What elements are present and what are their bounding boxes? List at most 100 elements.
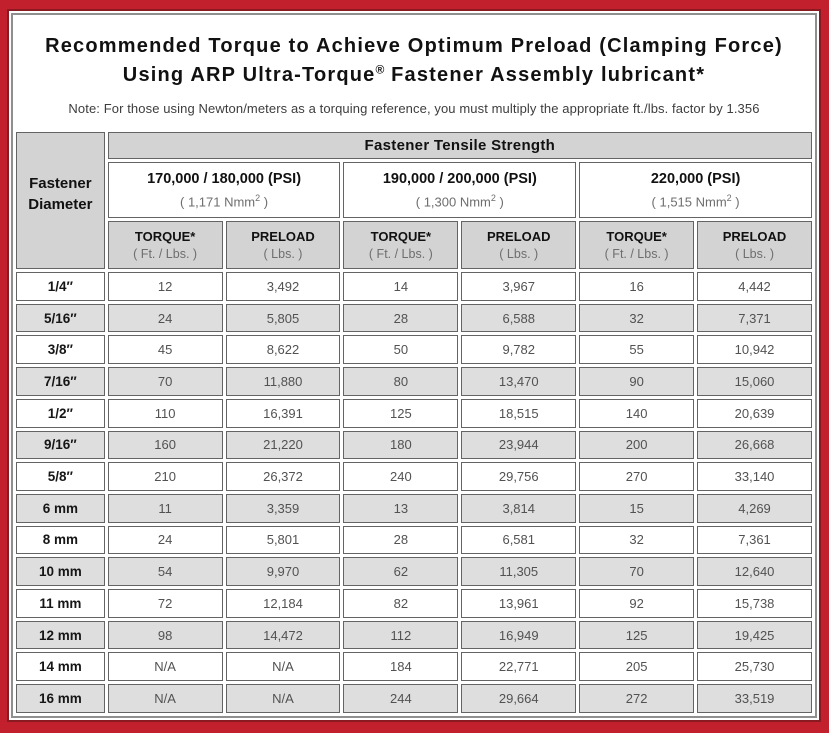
torque-value-cell: 54 [107,557,223,587]
preload-value-cell: 9,782 [461,335,577,365]
preload-value-cell: 3,359 [225,493,341,523]
torque-value-cell: 82 [343,589,459,618]
preload-value-cell: 6,588 [461,303,577,333]
torque-value-cell: 70 [579,557,695,587]
preload-value-cell: 19,425 [697,620,812,650]
diameter-cell: 5/16″ [16,303,105,333]
diameter-cell: 7/16″ [16,367,105,396]
table-row: 7/16″ 70 11,880 80 13,470 90 15,060 [16,367,812,396]
psi-group-header-row: 170,000 / 180,000 (PSI) ( 1,171 Nmm2 ) 1… [16,162,812,218]
torque-value-cell: 112 [343,620,459,650]
preload-value-cell: 3,492 [225,272,341,301]
torque-value-cell: 14 [343,272,459,301]
torque-value-cell: 270 [579,462,695,491]
torque-value-cell: 13 [343,493,459,523]
preload-value-cell: 13,961 [461,589,577,618]
diameter-cell: 9/16″ [16,430,105,460]
torque-value-cell: 32 [579,303,695,333]
torque-value-cell: 16 [579,272,695,301]
preload-value-cell: 10,942 [697,335,812,365]
preload-value-cell: 7,371 [697,303,812,333]
diameter-cell: 16 mm [16,684,105,713]
preload-value-cell: 3,967 [461,272,577,301]
torque-value-cell: 28 [343,303,459,333]
preload-value-cell: 11,880 [225,367,341,396]
page-title-line-1: Recommended Torque to Achieve Optimum Pr… [45,35,783,57]
preload-subheader-3: PRELOAD ( Lbs. ) [697,221,812,269]
preload-value-cell: 14,472 [225,620,341,650]
preload-value-cell: 12,640 [697,557,812,587]
torque-value-cell: 28 [343,525,459,555]
fastener-diameter-header: Fastener Diameter [16,132,105,269]
preload-value-cell: 4,442 [697,272,812,301]
table-row: 14 mm N/A N/A 184 22,771 205 25,730 [16,652,812,682]
preload-value-cell: 8,622 [225,335,341,365]
preload-value-cell: 29,664 [461,684,577,713]
torque-value-cell: 110 [107,398,223,428]
torque-value-cell: 98 [107,620,223,650]
diameter-cell: 1/4″ [16,272,105,301]
psi-group-170-180: 170,000 / 180,000 (PSI) ( 1,171 Nmm2 ) [107,162,341,218]
torque-value-cell: 12 [107,272,223,301]
preload-value-cell: 9,970 [225,557,341,587]
psi-label: 170,000 / 180,000 (PSI) [147,170,302,187]
registered-trademark-symbol: ® [375,62,385,77]
preload-value-cell: 15,738 [697,589,812,618]
preload-value-cell: 5,805 [225,303,341,333]
diameter-cell: 12 mm [16,620,105,650]
diameter-cell: 3/8″ [16,335,105,365]
torque-table-body: 1/4″ 12 3,492 14 3,967 16 4,442 5/16″ 24 5,805 28 6… [16,272,812,713]
preload-value-cell: 12,184 [225,589,341,618]
torque-value-cell: 272 [579,684,695,713]
table-row: 10 mm 54 9,970 62 11,305 70 12,640 [16,557,812,587]
preload-value-cell: 29,756 [461,462,577,491]
preload-value-cell: 21,220 [225,430,341,460]
torque-value-cell: 24 [107,303,223,333]
torque-value-cell: 55 [579,335,695,365]
page-title-line-2: Using ARP Ultra-Torque® Fastener Assembl… [21,61,807,90]
preload-value-cell: 15,060 [697,367,812,396]
preload-value-cell: 16,391 [225,398,341,428]
preload-value-cell: 23,944 [461,430,577,460]
preload-value-cell: N/A [225,684,341,713]
preload-value-cell: 6,581 [461,525,577,555]
torque-value-cell: 210 [107,462,223,491]
torque-value-cell: 72 [107,589,223,618]
table-row: 1/2″ 110 16,391 125 18,515 140 20,639 [16,398,812,428]
torque-value-cell: 240 [343,462,459,491]
preload-value-cell: 18,515 [461,398,577,428]
torque-value-cell: 90 [579,367,695,396]
preload-value-cell: 5,801 [225,525,341,555]
title-line-2-text: Using ARP Ultra-Torque [122,64,376,86]
preload-subheader-2: PRELOAD ( Lbs. ) [461,221,577,269]
diameter-cell: 10 mm [16,557,105,587]
table-row: 1/4″ 12 3,492 14 3,967 16 4,442 [16,272,812,301]
table-row: 5/8″ 210 26,372 240 29,756 270 33,140 [16,462,812,491]
table-row: 16 mm N/A N/A 244 29,664 272 33,519 [16,684,812,713]
preload-value-cell: N/A [225,652,341,682]
psi-label: 190,000 / 200,000 (PSI) [382,170,537,187]
torque-value-cell: 32 [579,525,695,555]
fastener-tensile-strength-header: Fastener Tensile Strength [107,132,812,159]
torque-value-cell: 125 [579,620,695,650]
table-row: 12 mm 98 14,472 112 16,949 125 19,425 [16,620,812,650]
diameter-cell: 11 mm [16,589,105,618]
preload-value-cell: 20,639 [697,398,812,428]
psi-group-190-200: 190,000 / 200,000 (PSI) ( 1,300 Nmm2 ) [343,162,577,218]
torque-value-cell: N/A [107,684,223,713]
torque-value-cell: 200 [579,430,695,460]
torque-value-cell: 62 [343,557,459,587]
diameter-cell: 14 mm [16,652,105,682]
preload-value-cell: 4,269 [697,493,812,523]
preload-value-cell: 33,519 [697,684,812,713]
diameter-cell: 1/2″ [16,398,105,428]
preload-value-cell: 25,730 [697,652,812,682]
nmm-label: ( 1,515 Nmm2 ) [651,192,740,210]
torque-value-cell: 45 [107,335,223,365]
diameter-cell: 6 mm [16,493,105,523]
preload-value-cell: 16,949 [461,620,577,650]
torque-value-cell: 184 [343,652,459,682]
table-row: 6 mm 11 3,359 13 3,814 15 4,269 [16,493,812,523]
torque-preload-subheader-row: TORQUE* ( Ft. / Lbs. ) PRELOAD ( Lbs. ) … [16,221,812,269]
torque-value-cell: 160 [107,430,223,460]
